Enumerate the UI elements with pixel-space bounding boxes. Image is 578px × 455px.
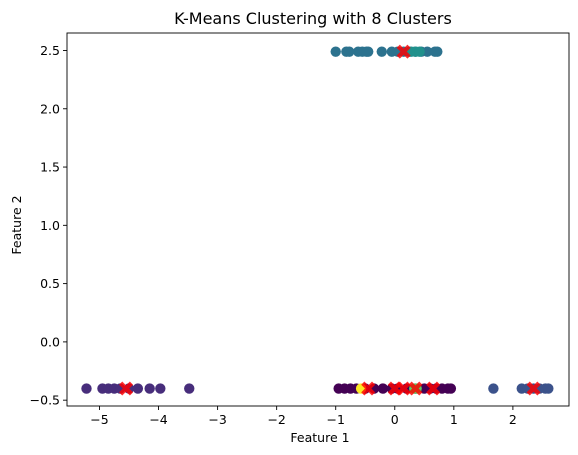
y-tick-label: 2.5 [40,43,60,58]
y-tick-label: 2.0 [40,101,60,116]
data-point-cluster-2 [543,383,553,393]
data-point-cluster-4 [414,46,424,56]
y-axis-label: Feature 2 [9,195,24,254]
data-point-cluster-3 [432,46,442,56]
x-tick-label: 0 [391,412,399,427]
y-tick-label: 0.0 [40,334,60,349]
y-tick-label: 1.5 [40,160,60,175]
data-point-cluster-2 [488,383,498,393]
data-point-cluster-1 [155,383,165,393]
data-point-cluster-3 [344,46,354,56]
chart-title: K-Means Clustering with 8 Clusters [174,9,452,28]
x-tick-label: 2 [509,412,517,427]
data-point-cluster-1 [184,383,194,393]
data-point-cluster-1 [81,383,91,393]
y-tick-label: 0.5 [40,276,60,291]
x-tick-label: −5 [90,412,108,427]
y-tick-label: −0.5 [30,393,60,408]
x-tick-label: −1 [326,412,344,427]
x-tick-label: −2 [267,412,285,427]
data-point-cluster-0 [446,383,456,393]
x-axis-label: Feature 1 [290,430,349,445]
data-point-cluster-0 [378,383,388,393]
data-point-cluster-1 [144,383,154,393]
data-point-cluster-1 [133,383,143,393]
data-point-cluster-3 [377,46,387,56]
plot-background [67,33,569,406]
data-point-cluster-3 [363,46,373,56]
plot-area [67,33,569,406]
x-tick-label: −4 [149,412,167,427]
x-tick-label: 1 [450,412,458,427]
y-tick-label: 1.0 [40,218,60,233]
data-point-cluster-3 [331,46,341,56]
x-tick-label: −3 [208,412,226,427]
